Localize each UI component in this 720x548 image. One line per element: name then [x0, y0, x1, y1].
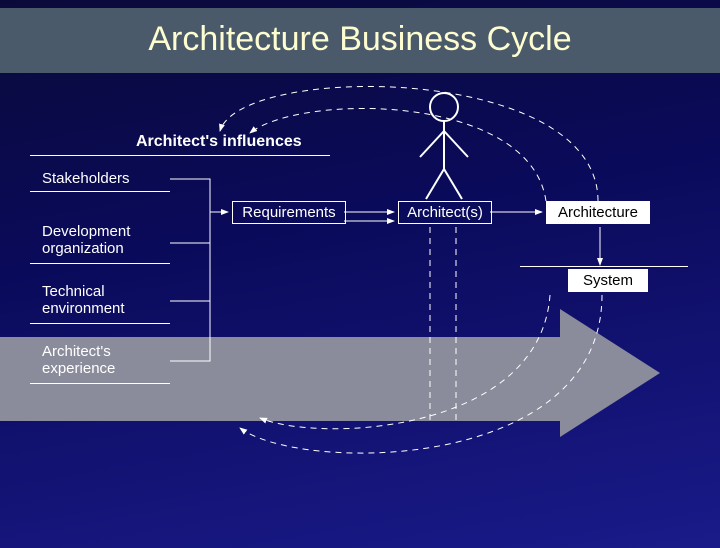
row-line-0 — [30, 191, 170, 192]
influences-heading: Architect's influences — [136, 133, 302, 151]
node-system: System — [568, 269, 648, 292]
diagram-canvas: Architect's influences Stakeholders Deve… — [0, 73, 720, 533]
system-underline — [520, 266, 688, 267]
page-title: Architecture Business Cycle — [0, 20, 720, 59]
influence-stakeholders: Stakeholders — [36, 168, 136, 189]
row-line-1 — [30, 263, 170, 264]
row-line-2 — [30, 323, 170, 324]
title-bar: Architecture Business Cycle — [0, 8, 720, 73]
node-architects: Architect(s) — [398, 201, 492, 224]
node-architecture: Architecture — [546, 201, 650, 224]
influence-dev-org: Development organization — [36, 221, 168, 259]
node-requirements: Requirements — [232, 201, 346, 224]
heading-underline — [30, 155, 330, 156]
influence-experience: Architect's experience — [36, 341, 168, 379]
row-line-3 — [30, 383, 170, 384]
influence-tech-env: Technical environment — [36, 281, 168, 319]
